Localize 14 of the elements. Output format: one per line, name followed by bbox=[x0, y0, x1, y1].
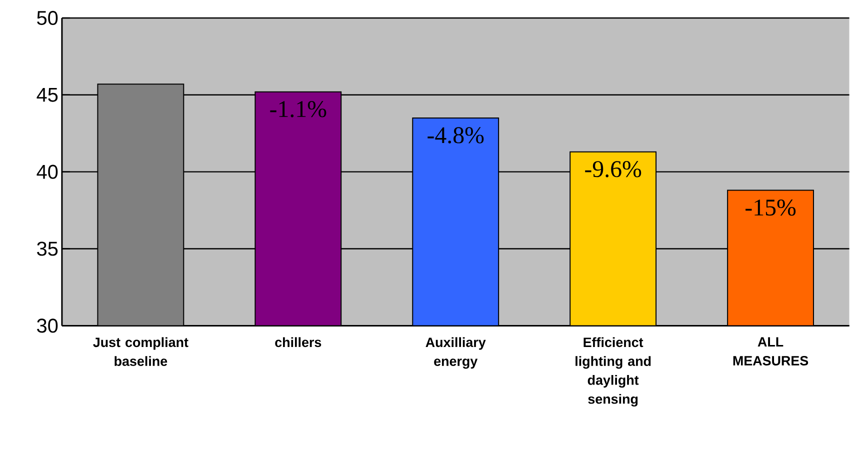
x-tick-label: Efficienct lighting and daylight sensing bbox=[576, 337, 651, 407]
annotation: -4.8% bbox=[428, 127, 484, 144]
y-tick-label: 40 bbox=[36, 165, 58, 180]
y-tick-label: 50 bbox=[37, 11, 58, 26]
x-tick-label: ALL MEASURES bbox=[733, 337, 808, 366]
y-tick-label: 30 bbox=[37, 318, 58, 333]
x-tick-label: Auxilliary energy bbox=[426, 337, 486, 369]
annotation: -1.1% bbox=[270, 101, 326, 118]
annotation: -9.6% bbox=[585, 161, 642, 178]
y-tick-label: 35 bbox=[37, 242, 58, 256]
x-tick-label: chillers bbox=[275, 337, 322, 348]
y-tick-label: 45 bbox=[36, 88, 58, 102]
x-tick-label: Just compliant baseline bbox=[93, 337, 188, 366]
annotation: -15% bbox=[746, 200, 796, 216]
